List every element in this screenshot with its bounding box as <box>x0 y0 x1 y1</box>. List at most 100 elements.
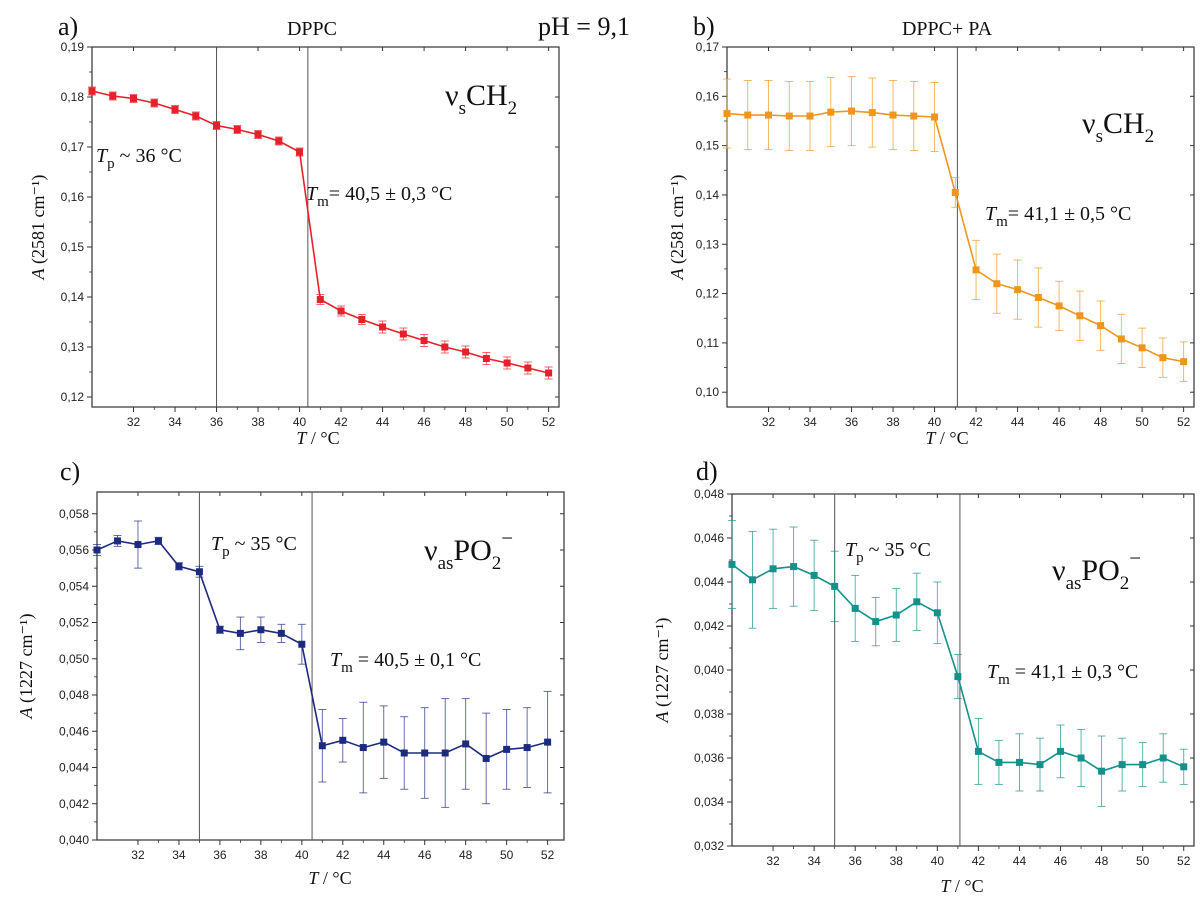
panel-1-data-point <box>545 369 553 377</box>
panel-2-data-point <box>993 280 1001 288</box>
panel-3-data-point <box>154 537 162 545</box>
panel-3-x-axis-label: T / °C <box>308 868 351 888</box>
panel-3-data-point <box>462 740 470 748</box>
panel-3-data-point <box>503 745 511 753</box>
panel-4-data-point <box>851 604 859 612</box>
panel-1-data-point <box>337 307 345 315</box>
panel-4-annotation-p: Tp ~ 35 °C <box>845 539 931 566</box>
panel-1-annotation-p: Tp ~ 36 °C <box>96 145 182 172</box>
panel-3-data-point <box>400 749 408 757</box>
panel-1-x-tick-label: 38 <box>251 415 265 429</box>
panel-1-data-point <box>171 106 179 113</box>
panel-1-y-tick-label: 0,18 <box>61 90 85 104</box>
panel-1-data-point <box>482 355 490 362</box>
panel-1-x-tick-label: 44 <box>376 415 390 429</box>
panel-3-data-point <box>359 744 367 752</box>
panel-3-x-tick-label: 48 <box>459 848 473 862</box>
panel-1-title: DPPC <box>287 18 337 40</box>
panel-4-data-point <box>872 618 880 626</box>
panel-2-frame <box>726 46 1195 408</box>
panel-1-frame <box>91 46 560 408</box>
panel-3-y-tick-label: 0,056 <box>59 543 89 557</box>
panel-3-x-tick-label: 38 <box>254 848 268 862</box>
panel-3-data-point <box>318 742 326 750</box>
panel-2-y-axis-label: A (2581 cm⁻¹) <box>667 175 688 281</box>
panel-3-y-tick-label: 0,046 <box>59 724 89 738</box>
panel-3-data-point <box>93 546 101 554</box>
panel-1-data-point <box>441 343 449 351</box>
panel-4-x-tick-label: 34 <box>807 854 821 868</box>
panel-2-data-point <box>806 112 814 120</box>
panel-2-data-point <box>1117 335 1125 343</box>
panel-4-data-point <box>1098 767 1106 775</box>
panel-2-data-point <box>765 111 773 119</box>
panel-4-data-point <box>1015 758 1023 766</box>
panel-3-y-tick-label: 0,058 <box>59 507 89 521</box>
panel-4-data-point <box>974 747 982 755</box>
panel-4-x-tick-label: 46 <box>1054 854 1068 868</box>
panel-1-y-tick-label: 0,13 <box>61 340 85 354</box>
panel-1-data-point <box>150 99 158 107</box>
panel-2-x-tick-label: 48 <box>1094 415 1108 429</box>
panel-3-x-tick-label: 44 <box>377 848 391 862</box>
panel-1-data-point <box>130 95 138 102</box>
panel-1-annotation-m: Tm= 40,5 ± 0,3 °C <box>306 183 452 210</box>
panel-3-data-point <box>523 744 531 752</box>
panel-3-data-point <box>113 537 121 545</box>
panel-3-y-tick-label: 0,040 <box>59 833 89 847</box>
panel-2-data-point <box>889 111 897 119</box>
panel-2-x-tick-label: 50 <box>1135 415 1149 429</box>
panel-4-data-point <box>913 598 921 606</box>
panel-2-data-point <box>1097 322 1105 330</box>
panel-2-x-tick-label: 46 <box>1052 415 1066 429</box>
panel-1-y-axis-label: A (2581 cm⁻¹) <box>28 175 49 281</box>
panel-2-y-tick-label: 0,12 <box>696 287 720 301</box>
panel-3-x-tick-label: 32 <box>131 848 145 862</box>
panel-2-y-tick-label: 0,15 <box>696 139 720 153</box>
panel-2-y-tick-label: 0,17 <box>696 40 720 54</box>
panel-3-annotation-m: Tm = 40,5 ± 0,1 °C <box>330 649 481 676</box>
panel-3-data-point <box>339 736 347 744</box>
panel-2-data-point <box>848 107 856 115</box>
panel-3-data-point <box>134 541 142 549</box>
panel-1-x-tick-label: 52 <box>542 415 556 429</box>
panel-4-data-point <box>749 576 757 584</box>
panel-4-x-tick-label: 50 <box>1136 854 1150 868</box>
panel-4-data-point <box>933 609 941 617</box>
panel-1-x-axis-label: T / °C <box>296 428 339 448</box>
panel-2-x-tick-label: 34 <box>803 415 817 429</box>
panel-1-data-point <box>254 131 262 138</box>
panel-1-y-tick-label: 0,17 <box>61 140 85 154</box>
panel-2-x-tick-label: 36 <box>845 415 859 429</box>
panel-1-y-tick-label: 0,14 <box>61 290 85 304</box>
panel-3-data-point <box>195 568 203 576</box>
panel-4-x-tick-label: 36 <box>849 854 863 868</box>
panel-4-data-point <box>954 673 962 681</box>
panel-2-data-point <box>1076 312 1084 320</box>
panel-2-data-point <box>1014 286 1022 294</box>
panel-3-data-point <box>482 754 490 762</box>
panel-1-series-line <box>91 90 549 374</box>
panel-4-x-tick-label: 40 <box>931 854 945 868</box>
panel-1-x-tick-label: 50 <box>500 415 514 429</box>
panel-3-y-tick-label: 0,048 <box>59 688 89 702</box>
panel-2-y-tick-label: 0,11 <box>697 336 720 350</box>
panel-4-data-point <box>728 560 736 568</box>
panel-1-x-tick-label: 40 <box>293 415 307 429</box>
panel-3-y-tick-label: 0,054 <box>59 579 89 593</box>
panel-4-x-tick-label: 38 <box>890 854 904 868</box>
panel-3-x-tick-label: 40 <box>295 848 309 862</box>
panel-1-data-point <box>296 148 304 156</box>
panel-2-x-tick-label: 38 <box>886 415 900 429</box>
panel-2-data-point <box>951 188 959 196</box>
panel-3-y-tick-label: 0,052 <box>59 616 89 630</box>
panel-3-data-point <box>298 640 306 648</box>
panel-3-y-tick-label: 0,042 <box>59 797 89 811</box>
panel-4-y-tick-label: 0,042 <box>694 619 724 633</box>
panel-3-data-point <box>380 738 388 746</box>
panel-2-data-point <box>1138 344 1146 352</box>
panel-4-annotation-m: Tm = 41,1 ± 0,3 °C <box>987 661 1138 688</box>
panel-4-band-label: νasPO2− <box>1052 546 1141 594</box>
